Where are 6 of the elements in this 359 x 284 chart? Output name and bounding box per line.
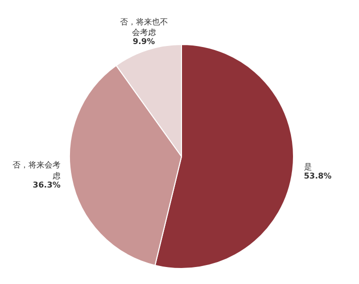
data-label: 9.9% [132, 37, 155, 46]
data-label: 36.3% [32, 180, 61, 190]
slice-label: 否，将来会考虑 [12, 160, 61, 180]
slice-label: 是 [304, 162, 312, 172]
data-label: 53.8% [304, 171, 332, 180]
slice-label: 否，将来也不会考虑 [120, 17, 168, 38]
